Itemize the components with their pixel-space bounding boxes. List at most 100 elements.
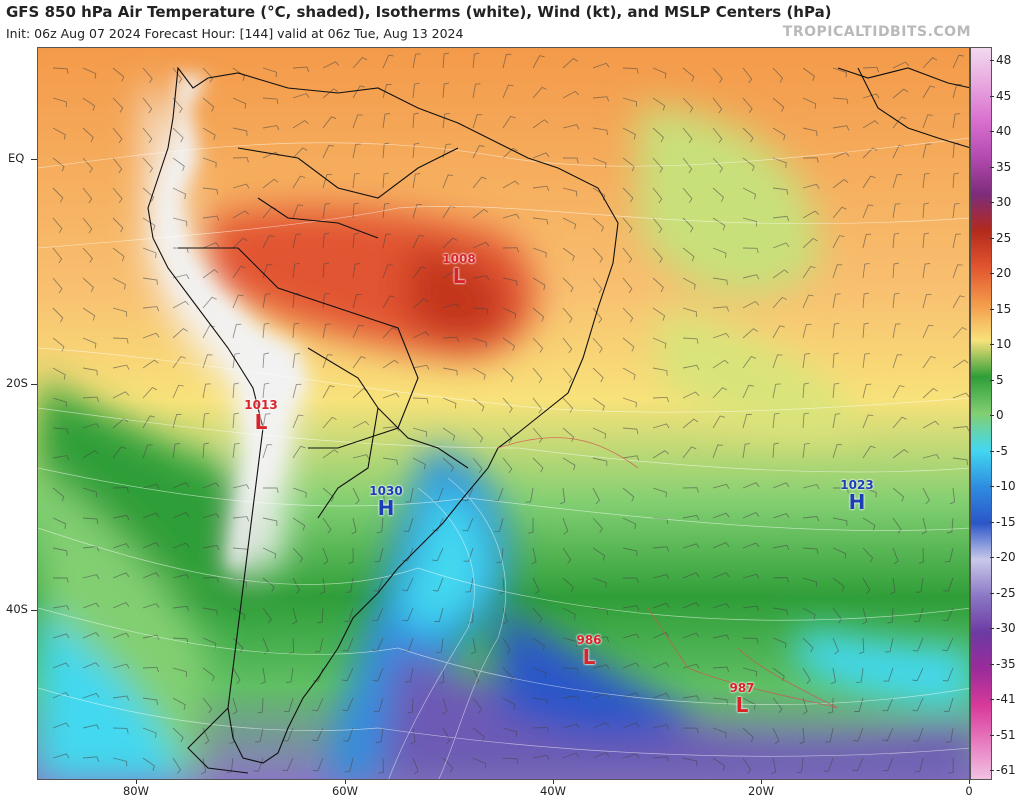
low-pressure-center: 1013 L (244, 399, 277, 432)
wind-barb (352, 143, 361, 159)
wind-barb (892, 385, 905, 399)
low-pressure-center: 987 L (729, 682, 754, 715)
wind-barb (412, 142, 420, 159)
wind-barb (379, 487, 385, 505)
wind-barb (742, 727, 754, 743)
wind-barb (292, 353, 300, 369)
wind-barb (772, 187, 789, 195)
wind-barb (562, 723, 580, 729)
wind-barb (827, 697, 834, 714)
wind-barb (892, 292, 900, 309)
wind-barb (592, 547, 606, 561)
wind-barb (532, 307, 545, 322)
wind-barb (858, 637, 865, 655)
wind-barb (887, 607, 894, 624)
wind-barb (172, 697, 186, 710)
wind-barb (862, 352, 870, 369)
wind-barb (592, 127, 608, 136)
wind-barb (412, 457, 426, 470)
wind-barb (292, 487, 307, 498)
colorbar-tick (990, 95, 994, 97)
wind-barb (442, 727, 451, 745)
wind-barb (382, 457, 398, 466)
wind-barb (142, 387, 158, 399)
wind-barb (52, 367, 66, 380)
wind-barb (112, 157, 123, 174)
wind-barb (432, 487, 444, 502)
wind-barb (282, 757, 294, 772)
wind-barb (943, 697, 954, 712)
wind-barb (832, 293, 841, 309)
wind-barb (682, 217, 694, 233)
wind-barb (712, 483, 730, 489)
wind-barb (682, 418, 699, 429)
wind-barb (942, 667, 954, 682)
lat-label-eq: EQ (8, 151, 25, 165)
wind-barb (832, 413, 841, 429)
wind-barb (802, 294, 814, 309)
wind-barb (922, 293, 932, 309)
wind-barb (262, 382, 270, 399)
wind-barb (232, 412, 240, 429)
wind-barb (742, 300, 760, 309)
wind-barb (592, 307, 603, 324)
wind-barb (562, 367, 573, 384)
wind-barb (292, 292, 300, 309)
wind-barb (262, 178, 279, 189)
wind-barb (562, 124, 580, 130)
wind-barb (292, 93, 310, 99)
wind-barb (862, 147, 878, 159)
wind-barb (262, 637, 269, 655)
wind-barb (142, 415, 155, 429)
colorbar-label: -10 (996, 479, 1016, 493)
wind-barb (854, 697, 864, 712)
wind-barb (232, 67, 246, 81)
lat-label-40s: 40S (6, 602, 28, 616)
wind-barb (652, 217, 663, 234)
pressure-value: 1030 (369, 484, 403, 498)
wind-barb (712, 415, 726, 429)
wind-barb (232, 127, 248, 136)
wind-barb (262, 97, 279, 104)
wind-barb (352, 232, 360, 249)
wind-barb (802, 667, 811, 684)
wind-barb (532, 217, 549, 225)
wind-barb (862, 383, 872, 399)
wind-barb (202, 412, 210, 429)
map-canvas (38, 48, 969, 779)
wind-barb (172, 512, 190, 519)
wind-barb (496, 547, 504, 564)
wind-barb (712, 512, 730, 519)
wind-barb (622, 187, 634, 203)
wind-barb (172, 605, 190, 612)
wind-barb (200, 757, 207, 775)
wind-barb (142, 306, 160, 312)
wind-barb (412, 364, 430, 370)
wind-barb (442, 270, 459, 279)
wind-barb (232, 97, 247, 109)
wind-barb (742, 217, 758, 227)
wind-barb (622, 722, 640, 729)
wind-barb (532, 697, 548, 706)
wind-barb (202, 127, 216, 141)
wind-barb (342, 697, 354, 712)
map-title: GFS 850 hPa Air Temperature (°C, shaded)… (6, 3, 832, 21)
wind-barb (405, 487, 414, 503)
wind-barb (82, 692, 100, 699)
wind-barb (832, 97, 849, 105)
lon-label-40w: 40W (539, 784, 567, 798)
low-pressure-center: 986 L (576, 634, 601, 667)
wind-barb (742, 542, 760, 549)
wind-barb (652, 277, 664, 293)
wind-barb (502, 84, 514, 99)
wind-barb (913, 607, 924, 622)
wind-barb (802, 127, 818, 137)
wind-barb (832, 382, 840, 399)
wind-barb (884, 637, 894, 653)
wind-barb (262, 293, 271, 309)
wind-barb (862, 414, 874, 429)
wind-barb (352, 454, 370, 460)
wind-barb (922, 85, 936, 99)
wind-barb (832, 637, 840, 655)
wind-barb (802, 607, 816, 621)
